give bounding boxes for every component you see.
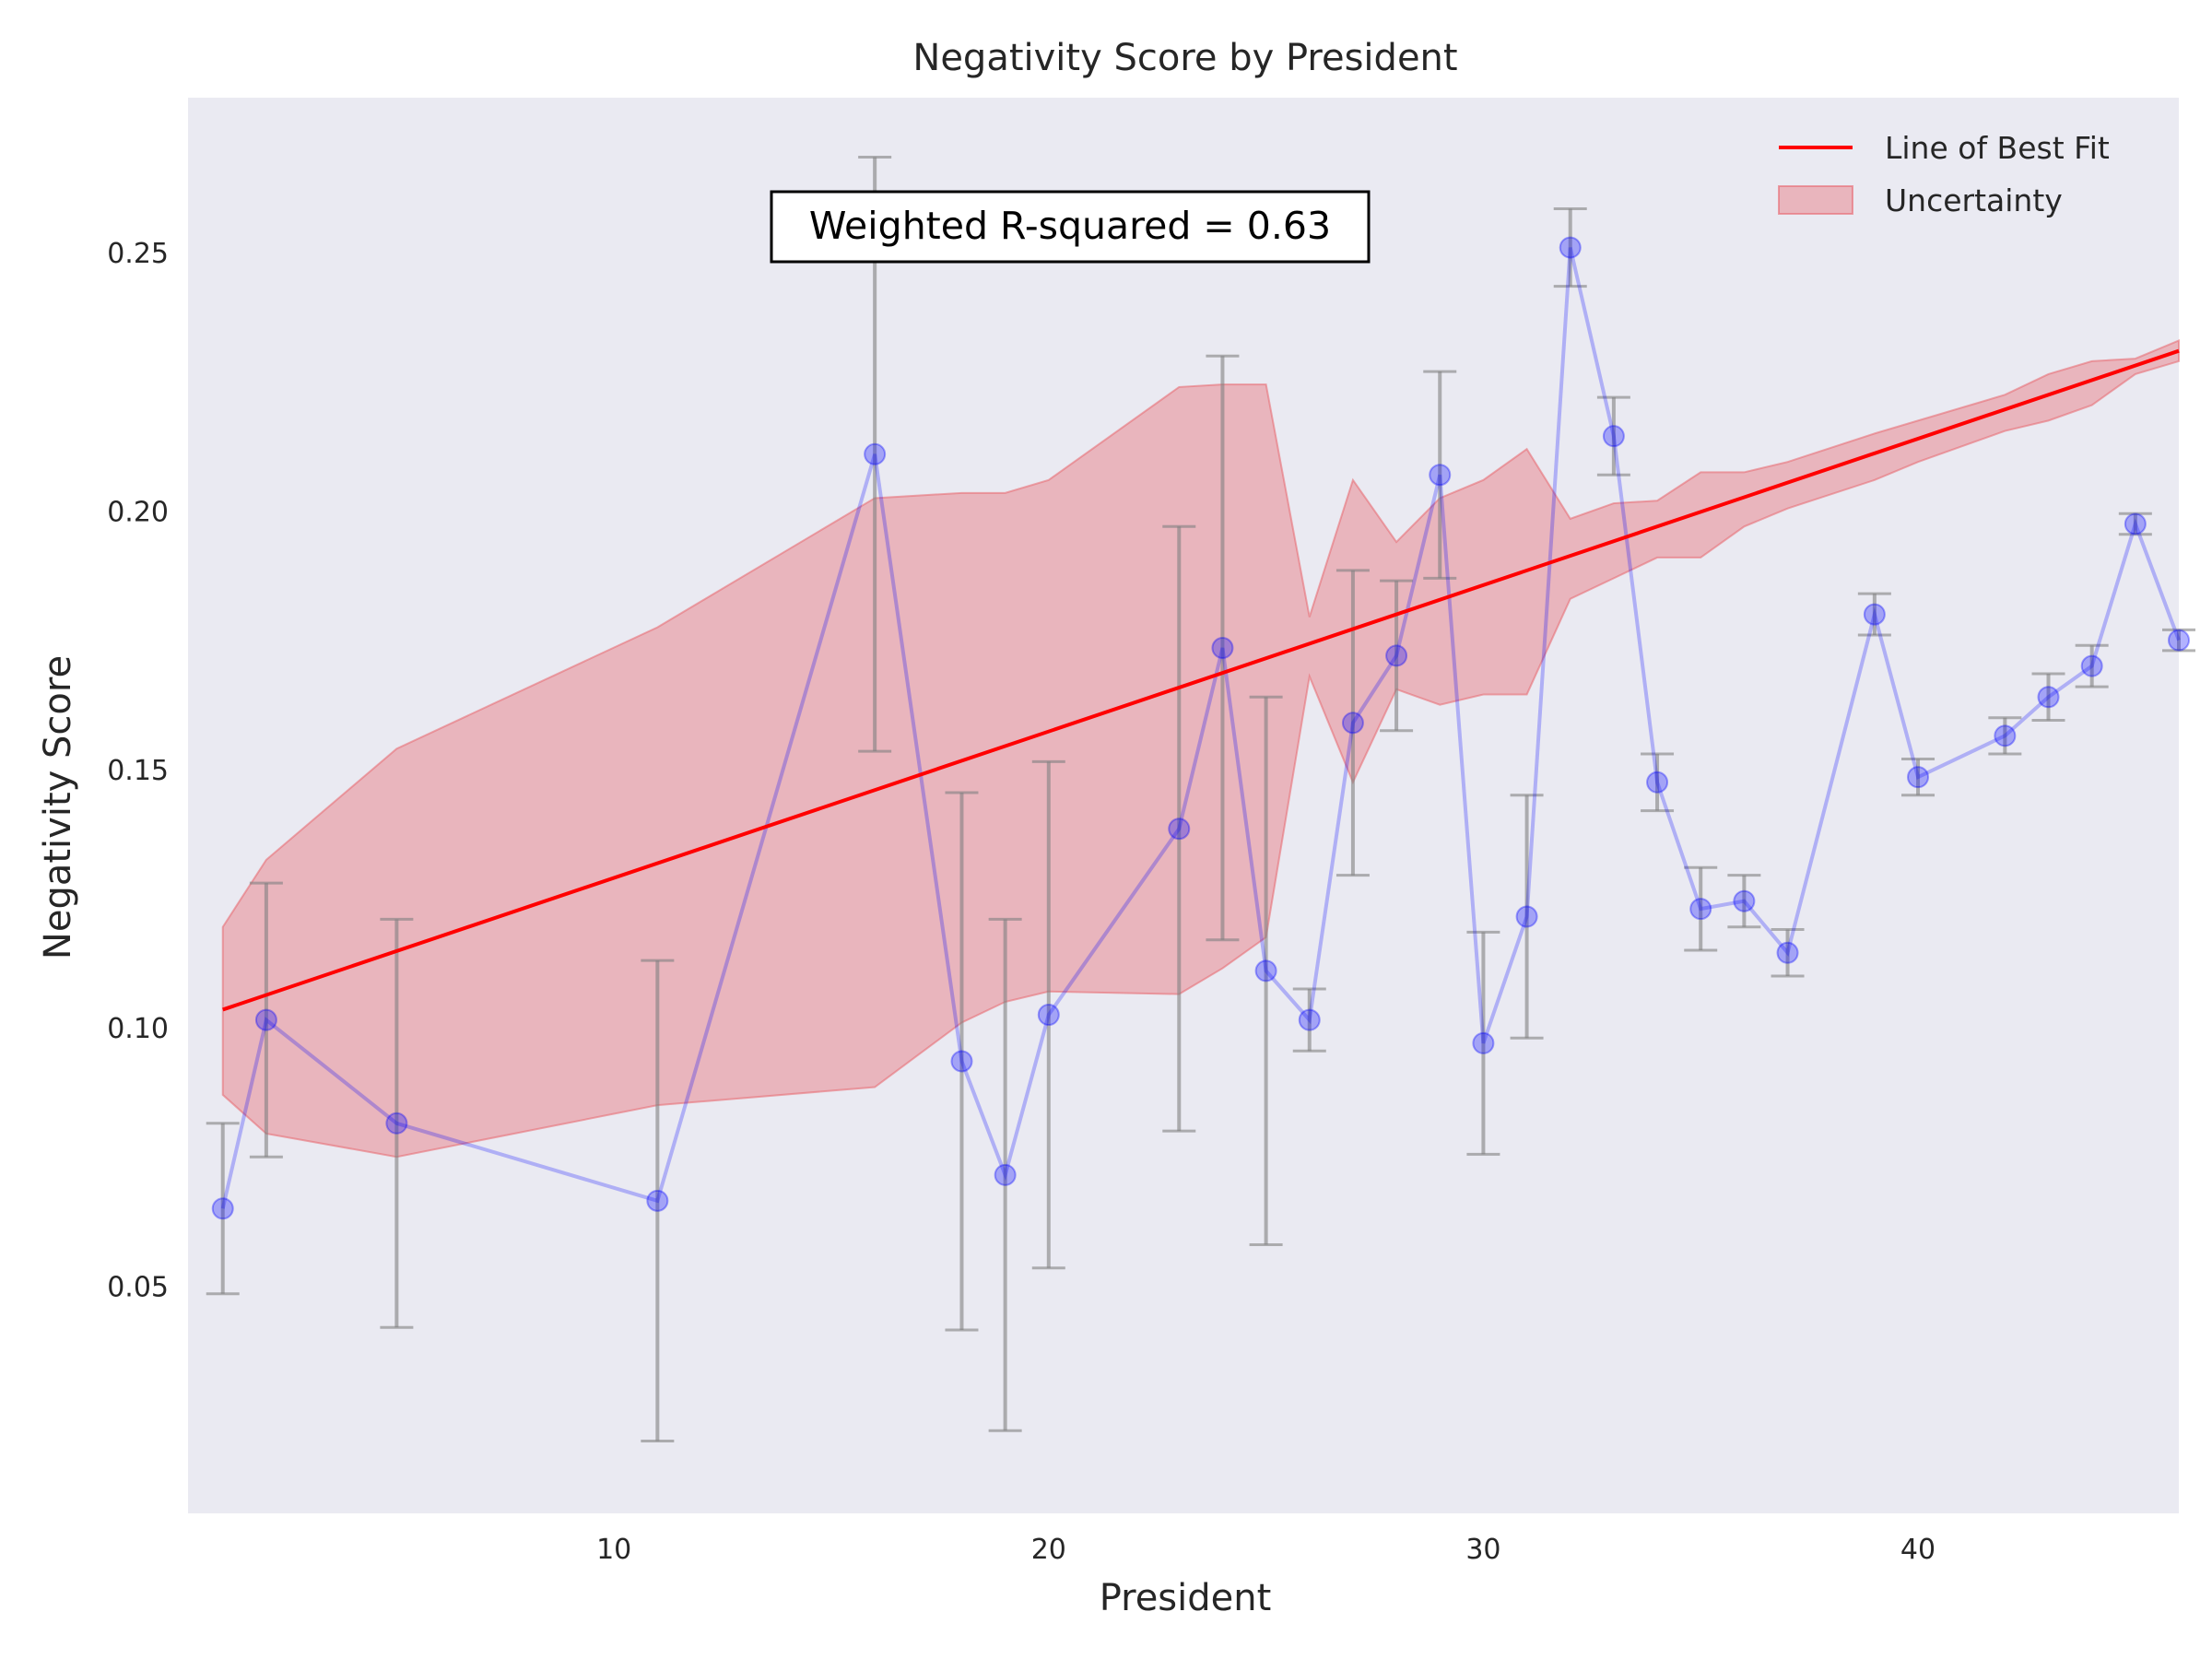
data-point bbox=[1037, 1004, 1060, 1027]
y-tick-label: 0.25 bbox=[107, 238, 169, 270]
fit-line-layer bbox=[222, 348, 2180, 1012]
data-point bbox=[1907, 766, 1930, 789]
data-point bbox=[1168, 818, 1191, 841]
annotation-text: Weighted R-squared = 0.63 bbox=[809, 204, 1331, 248]
uncertainty-band-layer bbox=[221, 338, 2180, 1159]
y-tick-labels: 0.05 0.10 0.15 0.20 0.25 bbox=[107, 238, 169, 1303]
data-point bbox=[1254, 959, 1277, 982]
data-point bbox=[950, 1050, 973, 1073]
data-point bbox=[1776, 941, 1799, 964]
uncertainty-band bbox=[221, 338, 2180, 1159]
data-point bbox=[1341, 712, 1364, 735]
y-tick-label: 0.10 bbox=[107, 1013, 169, 1045]
x-tick-label: 40 bbox=[1900, 1534, 1936, 1566]
legend-uncertainty-swatch bbox=[1778, 185, 1853, 215]
series-line-layer bbox=[220, 247, 2181, 1209]
y-tick-label: 0.05 bbox=[107, 1271, 169, 1303]
annotation-box bbox=[770, 190, 1371, 264]
data-point bbox=[2168, 629, 2190, 652]
data-point bbox=[1689, 898, 1712, 921]
data-point bbox=[211, 1197, 234, 1220]
data-point bbox=[1515, 905, 1538, 928]
x-tick-label: 30 bbox=[1465, 1534, 1500, 1566]
data-point bbox=[1994, 724, 2017, 747]
data-series-line bbox=[220, 247, 2181, 1209]
data-point bbox=[994, 1163, 1017, 1186]
data-point bbox=[254, 1008, 277, 1031]
x-tick-label: 20 bbox=[1031, 1534, 1066, 1566]
fit-line bbox=[222, 348, 2180, 1012]
legend: Line of Best Fit Uncertainty bbox=[1778, 130, 2110, 218]
point-layer bbox=[211, 236, 2190, 1220]
data-point bbox=[646, 1189, 669, 1212]
chart-title: Negativity Score by President bbox=[912, 37, 1457, 79]
data-point bbox=[1429, 464, 1452, 487]
r-squared-annotation: Weighted R-squared = 0.63 bbox=[770, 190, 1371, 264]
data-point bbox=[864, 442, 887, 465]
data-point bbox=[1385, 644, 1408, 667]
legend-uncertainty-label: Uncertainty bbox=[1885, 182, 2063, 218]
y-axis-label: Negativity Score bbox=[37, 655, 79, 959]
data-point bbox=[1733, 889, 1756, 912]
plot-background bbox=[188, 98, 2179, 1513]
errorbar-layer bbox=[206, 155, 2195, 1443]
data-point bbox=[2037, 686, 2060, 709]
y-tick-label: 0.15 bbox=[107, 755, 169, 787]
y-tick-label: 0.20 bbox=[107, 496, 169, 528]
x-tick-labels: 10 20 30 40 bbox=[596, 1534, 1936, 1566]
data-point bbox=[1863, 603, 1886, 626]
data-point bbox=[1646, 771, 1669, 794]
data-point bbox=[1298, 1008, 1321, 1031]
data-point bbox=[385, 1112, 408, 1135]
data-point bbox=[1472, 1031, 1495, 1054]
legend-fit-line-label: Line of Best Fit bbox=[1885, 130, 2110, 166]
x-axis-label: President bbox=[1100, 1577, 1272, 1619]
data-point bbox=[1559, 236, 1582, 259]
data-point bbox=[2124, 512, 2147, 535]
data-point bbox=[1211, 637, 1234, 660]
x-tick-label: 10 bbox=[596, 1534, 631, 1566]
data-point bbox=[1602, 425, 1625, 448]
data-point bbox=[2080, 654, 2103, 677]
